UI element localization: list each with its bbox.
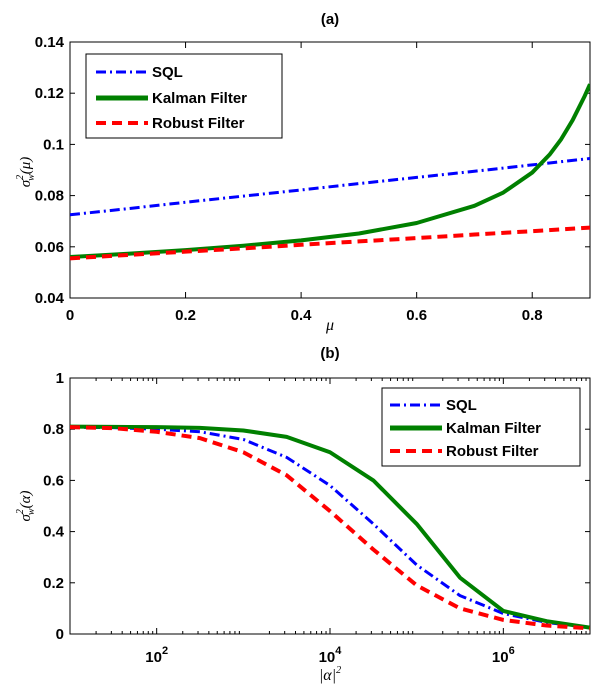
panel-b-series	[70, 424, 590, 631]
panel-a-ytick-label: 0.06	[35, 239, 64, 256]
panel-a-series-kalman-filter	[70, 83, 590, 260]
panel-a-xtick-label: 0	[66, 307, 74, 324]
panel-b-ytick-label: 0.4	[43, 524, 65, 541]
panel-a-series	[70, 83, 590, 261]
panel-a-series-sql	[70, 156, 590, 217]
svg-text:σ2w(α): σ2w(α)	[15, 491, 37, 522]
panel-b-ytick-label: 0	[56, 626, 64, 643]
panel-a-ylabel: σ2w(μ)	[15, 157, 37, 188]
panel-a-xtick-label: 0.4	[291, 307, 313, 324]
panel-a-xtick-label: 0.6	[406, 307, 427, 324]
panel-b-ytick-label: 0.8	[43, 421, 64, 438]
panel-b-series-robust-filter	[70, 425, 590, 631]
legend-a-label-sql: SQL	[152, 64, 183, 81]
legend-a-label-robust: Robust Filter	[152, 115, 245, 132]
panel-a-ticks: 0.04 0.06 0.08 0.1 0.12 0.14 0 0.2 0.4 0.6 0.8	[35, 34, 590, 324]
legend-a-label-kalman: Kalman Filter	[152, 90, 247, 107]
legend-b-label-kalman: Kalman Filter	[446, 420, 541, 437]
panel-a-ytick-label: 0.12	[35, 85, 64, 102]
panel-b-ylabel: σ2w(α)	[15, 491, 37, 522]
panel-a: (a) 0.04 0.06 0.08 0.1 0.12 0.14 0 0.2 0.4 0.6 0.8…	[15, 11, 591, 334]
panel-b-legend: SQL Kalman Filter Robust Filter	[381, 387, 581, 467]
panel-a-xlabel: μ	[325, 317, 334, 334]
legend-b-label-robust: Robust Filter	[446, 443, 539, 460]
panel-a-ytick-label: 0.04	[35, 290, 65, 307]
legend-b-label-sql: SQL	[446, 397, 477, 414]
svg-text:|α|2: |α|2	[319, 665, 341, 684]
panel-a-ytick-label: 0.1	[43, 136, 64, 153]
panel-b-series-kalman-filter	[70, 424, 590, 630]
svg-text:σ2w(μ): σ2w(μ)	[15, 157, 37, 188]
panel-a-legend: SQL Kalman Filter Robust Filter	[85, 53, 283, 139]
panel-a-xtick-label: 0.2	[175, 307, 196, 324]
panel-b-series-sql	[70, 425, 590, 630]
panel-a-xtick-label: 0.8	[522, 307, 543, 324]
panel-a-ytick-label: 0.14	[35, 34, 65, 51]
panel-b-title: (b)	[320, 345, 339, 362]
panel-a-ytick-label: 0.08	[35, 188, 64, 205]
panel-b-xlabel: |α|2	[319, 665, 341, 684]
panel-b-ytick-label: 0.2	[43, 575, 64, 592]
panel-b-ytick-label: 0.6	[43, 472, 64, 489]
panel-a-series-robust-filter	[70, 225, 590, 261]
panel-b-ytick-label: 1	[56, 370, 64, 387]
panel-a-title: (a)	[321, 11, 339, 28]
